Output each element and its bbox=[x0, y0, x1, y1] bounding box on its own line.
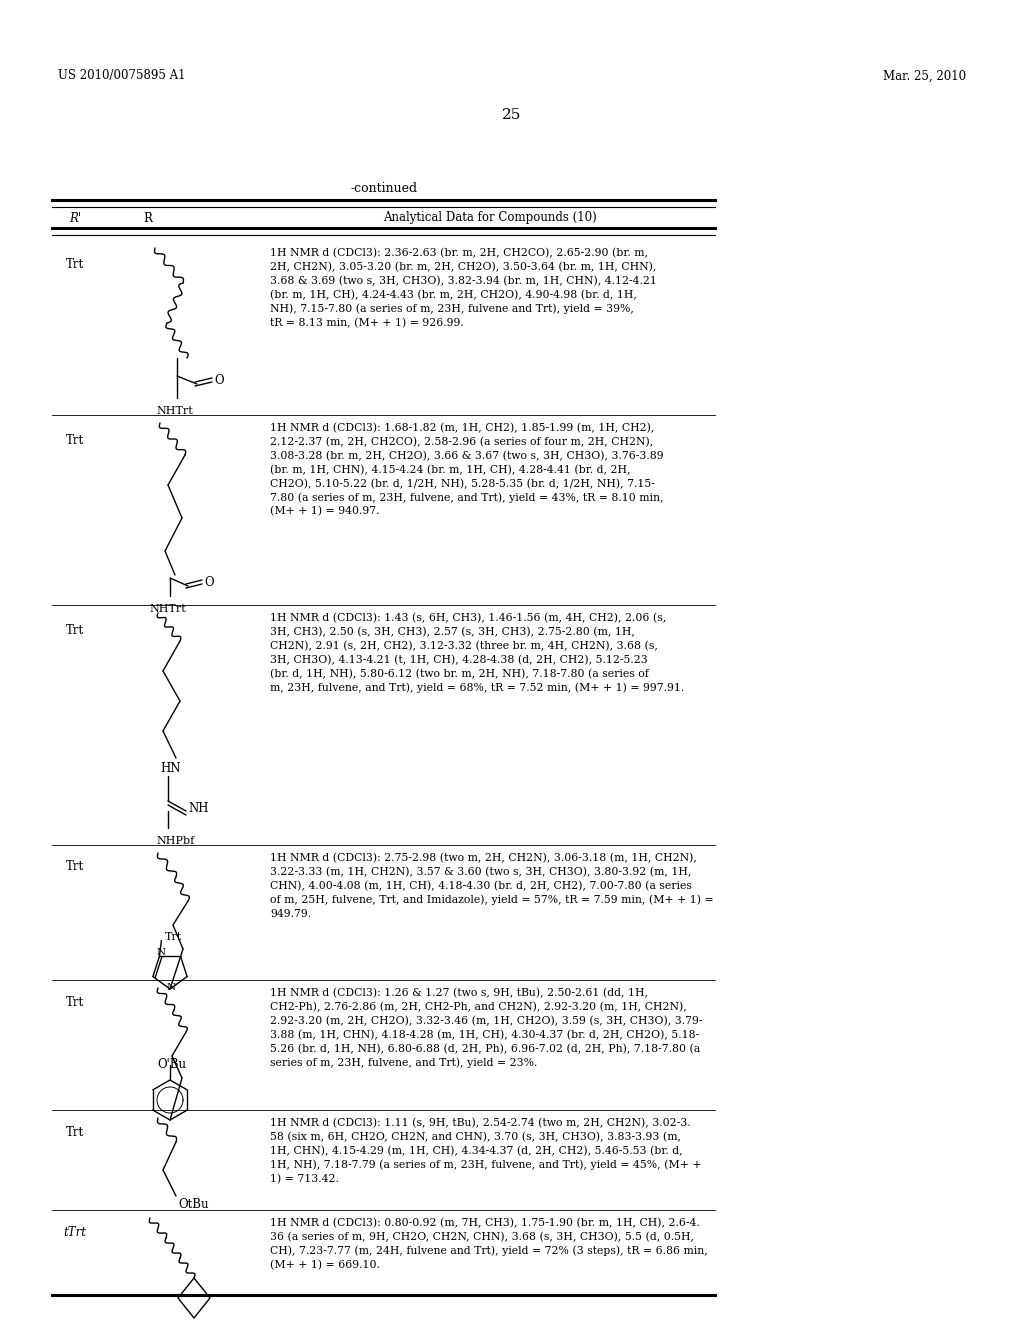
Text: HN: HN bbox=[160, 762, 180, 775]
Text: R: R bbox=[143, 211, 153, 224]
Text: 1H NMR d (CDCl3): 2.75-2.98 (two m, 2H, CH2N), 3.06-3.18 (m, 1H, CH2N),
3.22-3.3: 1H NMR d (CDCl3): 2.75-2.98 (two m, 2H, … bbox=[270, 853, 714, 919]
Text: NHTrt: NHTrt bbox=[157, 407, 194, 416]
Text: 1H NMR d (CDCl3): 1.26 & 1.27 (two s, 9H, tBu), 2.50-2.61 (dd, 1H,
CH2-Ph), 2.76: 1H NMR d (CDCl3): 1.26 & 1.27 (two s, 9H… bbox=[270, 987, 702, 1068]
Text: Analytical Data for Compounds (10): Analytical Data for Compounds (10) bbox=[383, 211, 597, 224]
Text: 1H NMR d (CDCl3): 2.36-2.63 (br. m, 2H, CH2CO), 2.65-2.90 (br. m,
2H, CH2N), 3.0: 1H NMR d (CDCl3): 2.36-2.63 (br. m, 2H, … bbox=[270, 248, 656, 327]
Text: O'Bu: O'Bu bbox=[158, 1059, 186, 1071]
Text: Trt: Trt bbox=[165, 932, 181, 942]
Text: tTrt: tTrt bbox=[63, 1225, 86, 1238]
Text: 1H NMR d (CDCl3): 1.43 (s, 6H, CH3), 1.46-1.56 (m, 4H, CH2), 2.06 (s,
3H, CH3), : 1H NMR d (CDCl3): 1.43 (s, 6H, CH3), 1.4… bbox=[270, 612, 684, 693]
Text: NHTrt: NHTrt bbox=[150, 605, 186, 614]
Text: Mar. 25, 2010: Mar. 25, 2010 bbox=[883, 70, 966, 82]
Text: NH: NH bbox=[188, 803, 209, 816]
Text: N: N bbox=[157, 949, 166, 957]
Text: O: O bbox=[214, 374, 223, 387]
Text: R': R' bbox=[69, 211, 81, 224]
Text: NHPbf: NHPbf bbox=[156, 836, 195, 846]
Text: Trt: Trt bbox=[66, 623, 84, 636]
Text: US 2010/0075895 A1: US 2010/0075895 A1 bbox=[58, 70, 185, 82]
Text: Trt: Trt bbox=[66, 259, 84, 272]
Text: Trt: Trt bbox=[66, 1126, 84, 1138]
Text: 1H NMR d (CDCl3): 0.80-0.92 (m, 7H, CH3), 1.75-1.90 (br. m, 1H, CH), 2.6-4.
36 (: 1H NMR d (CDCl3): 0.80-0.92 (m, 7H, CH3)… bbox=[270, 1218, 708, 1270]
Text: Trt: Trt bbox=[66, 995, 84, 1008]
Text: O: O bbox=[204, 576, 214, 589]
Text: 1H NMR d (CDCl3): 1.11 (s, 9H, tBu), 2.54-2.74 (two m, 2H, CH2N), 3.02-3.
58 (si: 1H NMR d (CDCl3): 1.11 (s, 9H, tBu), 2.5… bbox=[270, 1118, 701, 1184]
Text: OtBu: OtBu bbox=[178, 1197, 209, 1210]
Text: Trt: Trt bbox=[66, 861, 84, 874]
Text: -continued: -continued bbox=[350, 181, 418, 194]
Text: Trt: Trt bbox=[66, 433, 84, 446]
Text: 25: 25 bbox=[503, 108, 521, 121]
Text: 1H NMR d (CDCl3): 1.68-1.82 (m, 1H, CH2), 1.85-1.99 (m, 1H, CH2),
2.12-2.37 (m, : 1H NMR d (CDCl3): 1.68-1.82 (m, 1H, CH2)… bbox=[270, 422, 664, 516]
Text: N: N bbox=[167, 983, 175, 993]
